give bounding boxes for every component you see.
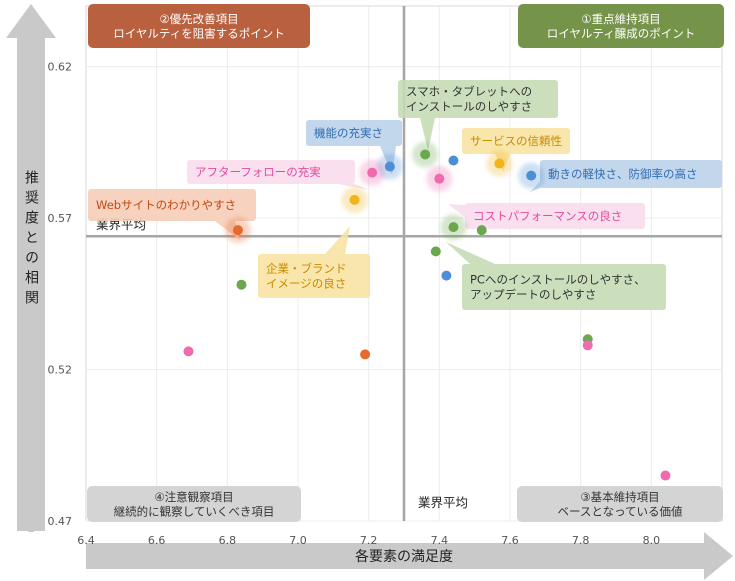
callout-box [258,254,370,298]
callout-text: Webサイトのわかりやすさ [96,198,236,212]
y-tick-label: 0.57 [48,212,73,225]
callout-pointer [420,118,435,150]
x-tick-label: 7.6 [501,534,519,547]
x-tick-label: 6.4 [77,534,95,547]
scatter-point [183,346,194,357]
callout: コストパフォーマンスの良さ [448,203,645,229]
callout-box [187,160,355,184]
quadrant-label-text: ロイヤルティを阻害するポイント [113,26,284,40]
scatter-point [476,225,487,236]
callout: サービスの信頼性 [462,128,570,172]
callout-text: スマホ・タブレットへの [406,85,532,99]
quadrant-label-text: ③基本維持項目 [580,490,659,504]
callout: PCへのインストールのしやすさ、アップデートのしやすさ [446,242,666,310]
callout: 動きの軽快さ、防御率の高さ [530,160,722,192]
scatter-point [660,470,671,481]
y-tick-label: 0.62 [48,61,73,74]
quadrant-label-text: 継続的に観察していくべき項目 [114,504,275,518]
callout-text: PCへのインストールのしやすさ、 [470,273,646,287]
scatter-point [441,270,452,281]
quadrant-label-text: ロイヤルティ醸成のポイント [547,26,695,40]
callout-pointer [325,226,350,254]
scatter-point [420,149,431,160]
callout: アフターフォローの充実 [187,160,370,190]
quadrant-label-text: ②優先改善項目 [159,12,238,26]
scatter-point [236,279,247,290]
y-axis-label: 推奨度との相関 [23,170,39,310]
callout-box [465,203,645,229]
x-tick-label: 7.0 [289,534,307,547]
quadrant-label-text: ベースとなっている価値 [557,504,683,518]
callout-text: サービスの信頼性 [470,134,562,148]
callout-box [88,189,256,221]
x-axis-arrow-head [704,532,733,580]
scatter-point [526,170,537,181]
x-tick-label: 8.0 [643,534,661,547]
ticks: 6.4 6.6 6.8 7.0 7.2 7.4 7.6 7.8 8.0 0.47 0.52 0.57 0… [48,61,661,547]
x-tick-label: 7.8 [572,534,590,547]
y-tick-label: 0.52 [48,364,73,377]
callout-text: アップデートのしやすさ [470,288,596,302]
y-axis-arrow-head [6,4,56,38]
callout-pointer [448,204,466,218]
quadrant-label-text: ④注意観察項目 [154,490,233,504]
x-tick-label: 6.8 [219,534,237,547]
callout-text: インストールのしやすさ [406,100,532,114]
scatter-point [232,225,243,236]
callouts: スマホ・タブレットへのインストールのしやすさ機能の充実さサービスの信頼性アフター… [88,80,722,310]
quadrant-label-box [517,486,723,522]
callout-text: コストパフォーマンスの良さ [473,209,622,223]
y-tick-label: 0.47 [48,515,73,528]
y-axis-arrow-body [17,36,45,531]
scatter-point [582,340,593,351]
callout-text: 機能の充実さ [314,126,383,140]
callout-box [540,160,722,188]
x-axis-arrow-body [86,543,706,569]
data-points [183,141,671,481]
callout-box [306,120,402,146]
scatter-point [349,194,360,205]
quadrant-label-box [518,4,724,48]
callout-text: 企業・ブランド [266,262,347,276]
scatter-point [434,173,445,184]
scatter-point [448,155,459,166]
x-tick-label: 7.2 [360,534,378,547]
callout-text: イメージの良さ [266,277,346,291]
x-axis-label: 各要素の満足度 [355,549,453,565]
scatter-point [494,158,505,169]
scatter-point [360,349,371,360]
callout-text: 動きの軽快さ、防御率の高さ [548,167,698,181]
quadrant-label-box [88,4,310,48]
average-label-x: 業界平均 [418,495,468,510]
x-tick-label: 7.4 [431,534,449,547]
quadrant-label-text: ①重点維持項目 [581,12,660,26]
scatter-point [367,167,378,178]
callout-box [398,80,558,118]
quadrant-label-box [87,486,301,522]
scatter-point [430,246,441,257]
callout-text: アフターフォローの充実 [195,165,321,179]
callout-box [462,128,570,154]
scatter-point [384,161,395,172]
callout-pointer [446,242,495,264]
x-tick-label: 6.6 [148,534,166,547]
scatter-point [448,222,459,233]
callout-box [462,264,666,310]
